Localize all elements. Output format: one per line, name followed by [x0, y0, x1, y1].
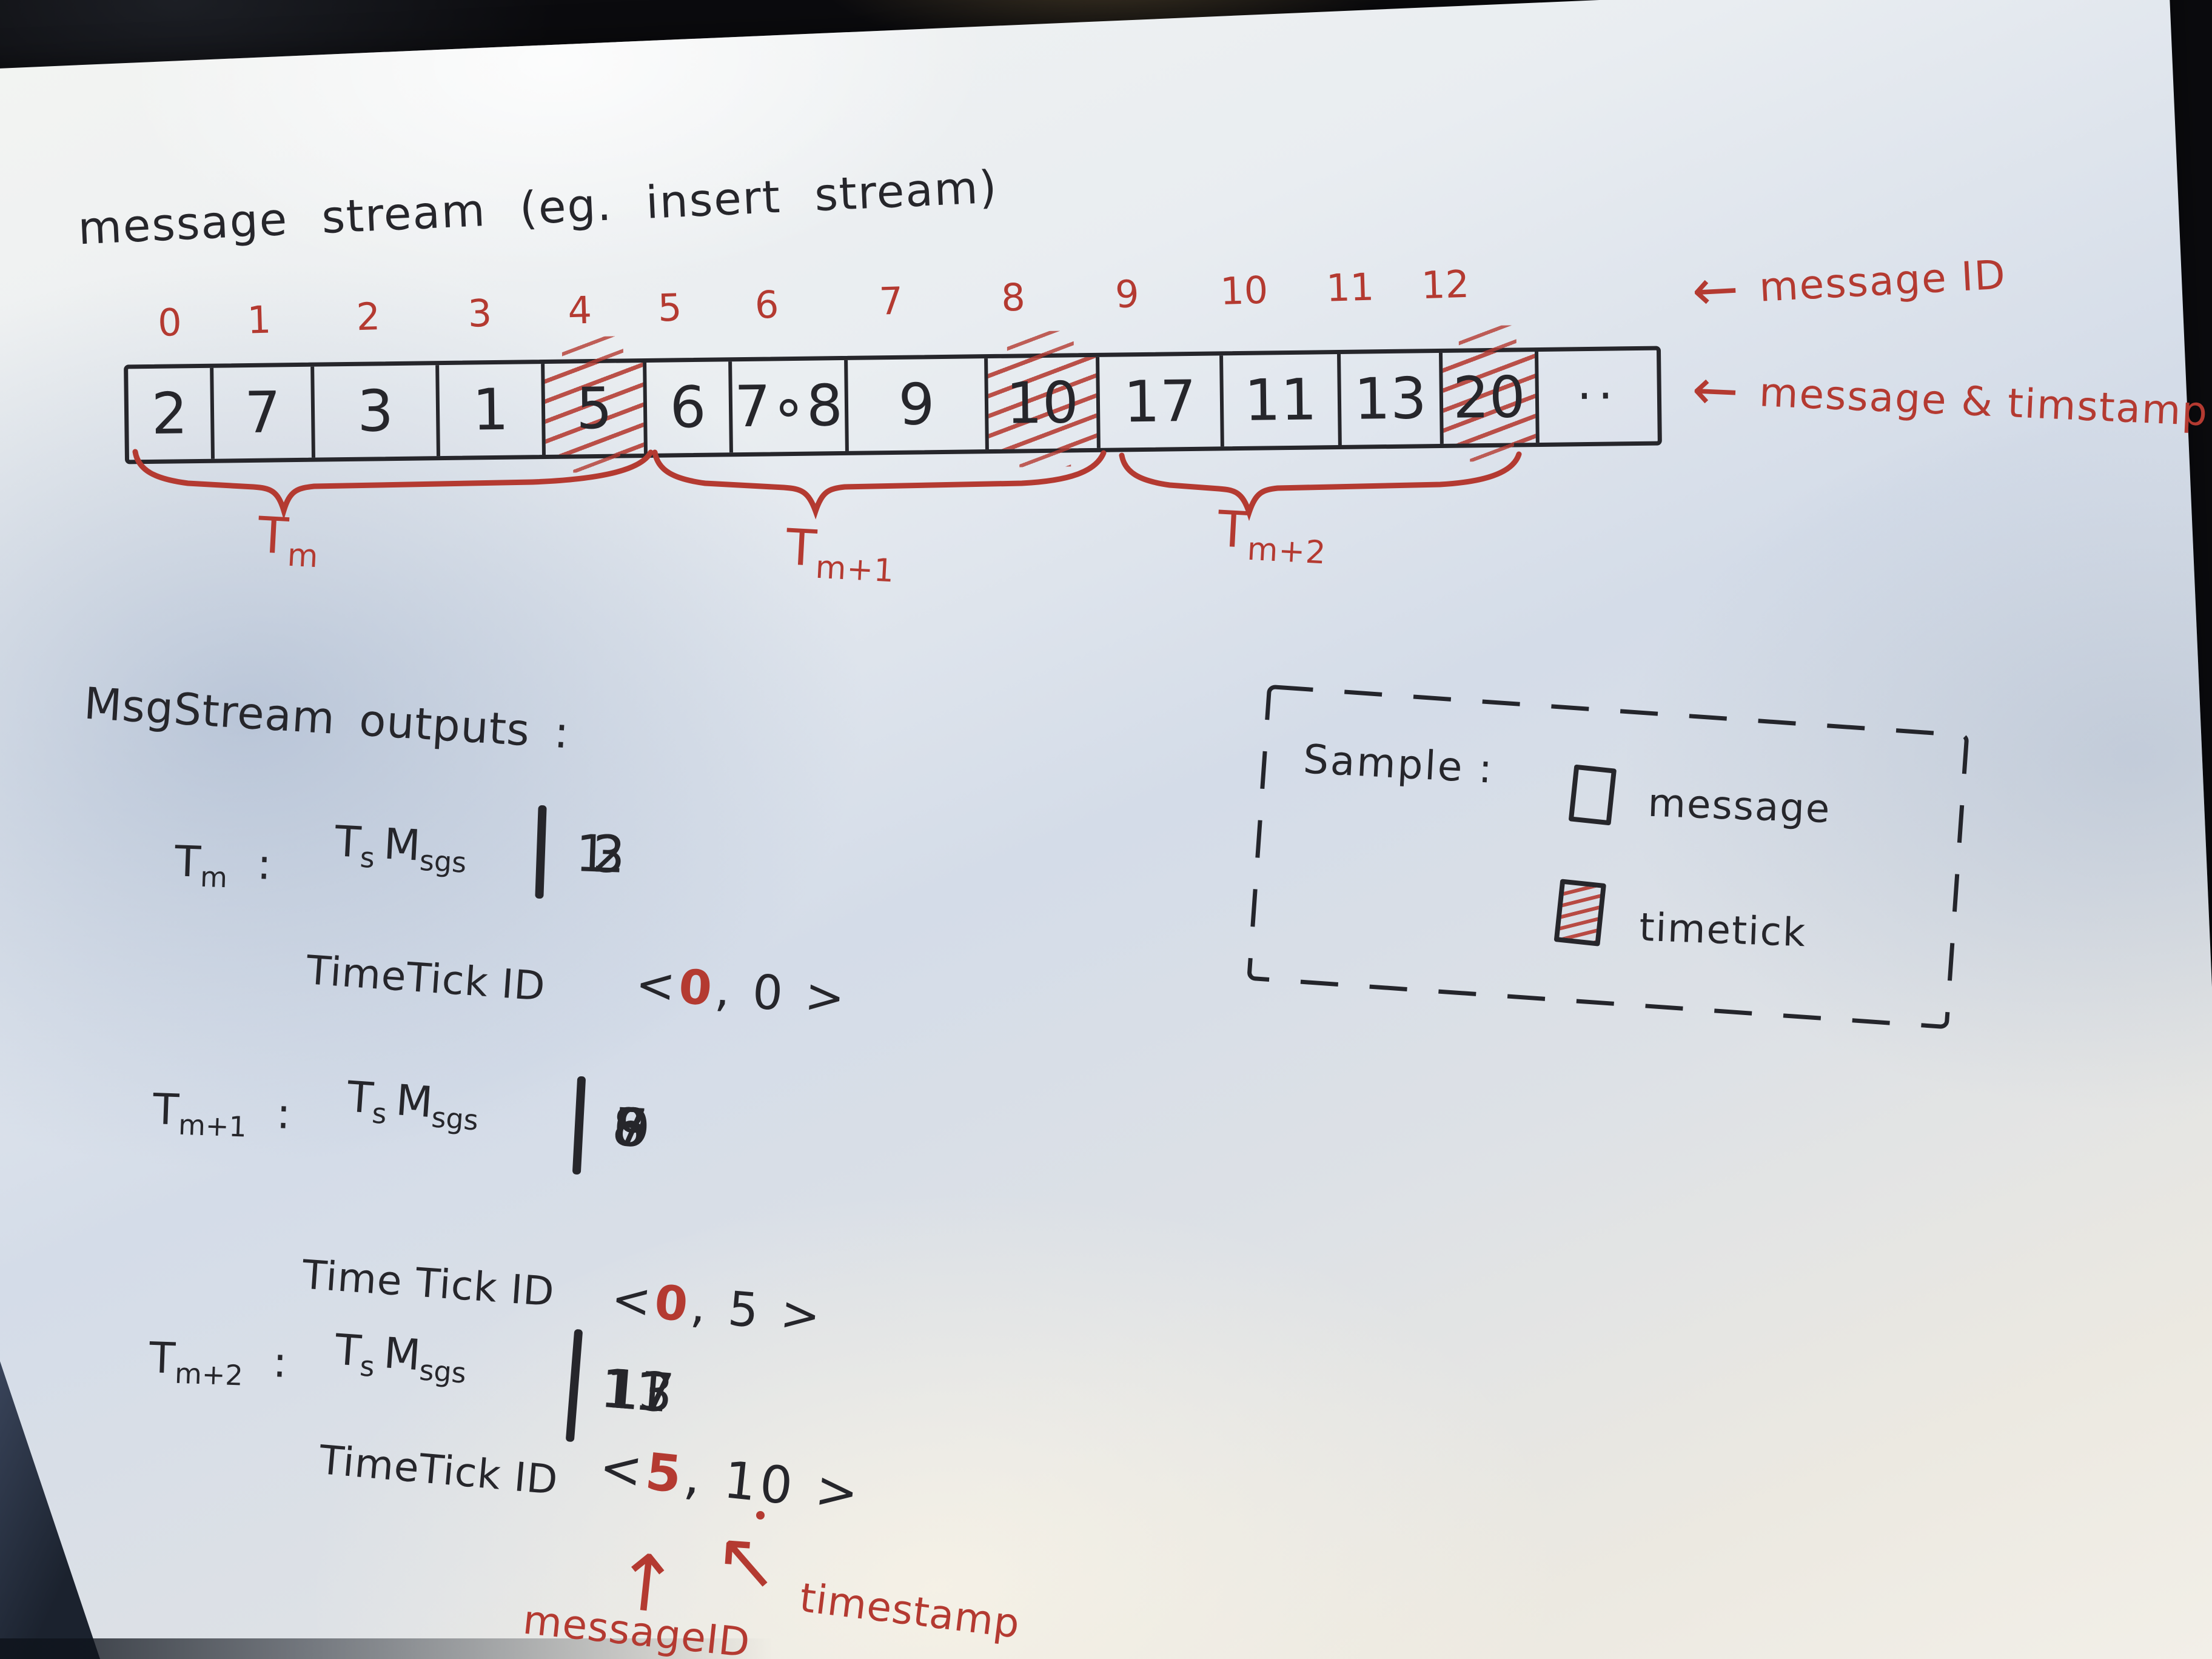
pointer-label-timestamp: timestamp	[797, 1574, 1023, 1647]
msg-cell: 9	[577, 1081, 687, 1176]
legend-item-message: message	[1647, 780, 1832, 833]
msg-cell: 3	[539, 809, 675, 899]
stream-cell: 2	[151, 380, 189, 447]
stream-cell: 17	[1096, 355, 1221, 448]
legend-title: Sample :	[1302, 736, 1495, 793]
annotation-text: message ID	[1758, 251, 2008, 311]
timetick-value-tm: <0, 0 >	[634, 956, 850, 1027]
message-swatch-icon	[1568, 764, 1617, 826]
index-label: 0	[157, 300, 183, 345]
stream-cell: 3	[310, 365, 437, 458]
message-stream-box: 2 7 3 1 5 6 7∘8 9 10 17 11 13 20 ··	[124, 346, 1662, 464]
ts-msgs-box-tm: 1 2 3	[535, 805, 675, 899]
stream-cell: 11	[1219, 354, 1338, 447]
timetick-label-tm2: TimeTick ID	[317, 1436, 560, 1504]
index-label: 10	[1219, 267, 1269, 313]
window-label-tm: Tm	[256, 506, 320, 575]
annotation-text: message & timstamp	[1758, 369, 2210, 435]
message-id-index-row: 0 1 2 3 4 5 6 7 8 9 10 11 12	[128, 256, 1657, 346]
timetick-swatch-icon	[1553, 879, 1607, 947]
stream-cell: 6	[643, 361, 729, 454]
outputs-heading: MsgStream outputs :	[82, 677, 571, 759]
index-label: 4	[567, 287, 593, 333]
annotation-message-id: ← message ID	[1690, 251, 2008, 324]
timetick-value-tm1: <0, 5 >	[609, 1271, 826, 1345]
row-label-tm1: Tm+1 :	[152, 1084, 292, 1144]
stream-cell: 1	[435, 364, 542, 457]
index-label: 7	[878, 278, 904, 324]
msg-cell: 17	[570, 1333, 707, 1448]
table-edge-shadow	[0, 1638, 910, 1659]
timetick-label-tm: TimeTick ID	[304, 947, 548, 1010]
stream-cell-timetick: 10	[984, 357, 1097, 450]
legend-dashed-border	[1247, 685, 1969, 1029]
ts-msgs-box-tm1: 6 7 8 9	[572, 1076, 687, 1176]
timetick-label-tm1: Time Tick ID	[300, 1251, 557, 1316]
arrow-dot	[756, 1511, 765, 1520]
row-label-tm: Tm :	[173, 836, 272, 894]
index-label: 9	[1114, 271, 1140, 317]
window-label-tm2: Tm+2	[1216, 500, 1327, 572]
stream-cell-timetick: 5	[541, 363, 644, 455]
up-left-arrow-icon: ↖	[711, 1513, 783, 1609]
index-label: 2	[355, 294, 381, 340]
stream-cell-ellipsis: ··	[1535, 350, 1658, 443]
legend-item-timetick: timetick	[1638, 905, 1808, 956]
row-label-tm2: Tm+2 :	[148, 1333, 288, 1392]
index-label: 1	[246, 297, 272, 343]
index-label: 8	[1000, 275, 1026, 320]
page-title: message stream (eg. insert stream)	[76, 161, 999, 255]
index-label: 6	[754, 282, 780, 327]
stream-cell: 13	[1337, 352, 1440, 446]
legend-box: Sample : message timetick	[1245, 683, 1971, 1031]
stream-cell: 9	[844, 358, 985, 451]
index-label: 12	[1421, 261, 1470, 308]
timetick-value-tm2: <5, 10 >	[597, 1436, 865, 1524]
stream-cell: 7	[210, 366, 312, 459]
index-label: 5	[657, 285, 683, 330]
stream-cell-timetick: 20	[1439, 352, 1536, 444]
left-arrow-icon: ←	[1691, 357, 1740, 424]
stream-cell: 7∘8	[728, 360, 845, 453]
annotation-message-timestamp: ← message & timstamp	[1691, 357, 2210, 435]
row-field-tsmsgs: Ts Msgs	[333, 1324, 468, 1390]
ts-msgs-box-tm2: 11 13 17	[565, 1329, 707, 1448]
index-label: 3	[467, 290, 493, 336]
row-field-tsmsgs: Ts Msgs	[345, 1071, 480, 1137]
index-label: 11	[1326, 264, 1375, 310]
window-label-tm1: Tm+1	[784, 518, 896, 590]
left-arrow-icon: ←	[1690, 256, 1741, 324]
row-field-tsmsgs: Ts Msgs	[333, 816, 468, 879]
